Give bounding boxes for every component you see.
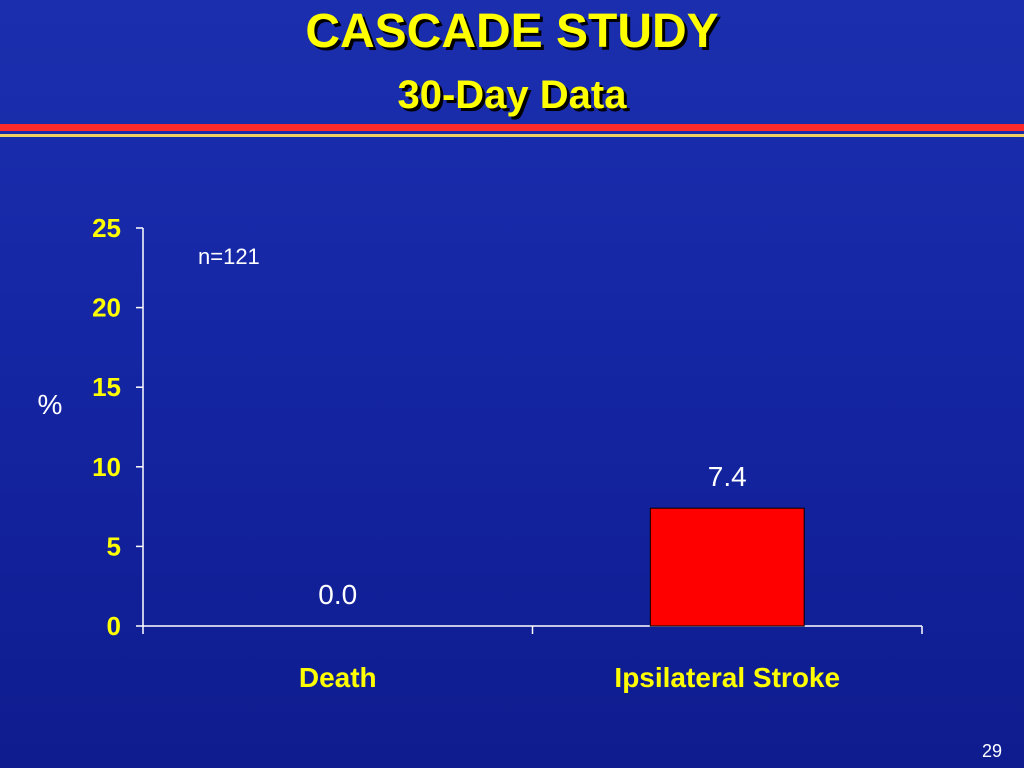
y-tick-label: 10	[92, 452, 121, 482]
header-divider-red	[0, 124, 1024, 131]
data-label: 0.0	[318, 579, 357, 610]
y-tick-label: 5	[107, 531, 121, 561]
y-tick-label: 0	[107, 611, 121, 641]
slide-title: CASCADE STUDY	[305, 5, 719, 58]
chart-annotation: n=121	[198, 244, 260, 269]
y-tick-label: 15	[92, 372, 121, 402]
y-tick-label: 20	[92, 293, 121, 323]
y-tick-label: 25	[92, 213, 121, 243]
category-label: Death	[299, 662, 377, 693]
category-label: Ipsilateral Stroke	[614, 662, 840, 693]
page-number: 29	[981, 741, 1002, 761]
bar	[649, 507, 805, 627]
slide-subtitle: 30-Day Data	[397, 73, 627, 117]
y-axis-label: %	[38, 389, 63, 420]
header-divider-gold	[0, 134, 1024, 137]
data-label: 7.4	[708, 461, 747, 492]
